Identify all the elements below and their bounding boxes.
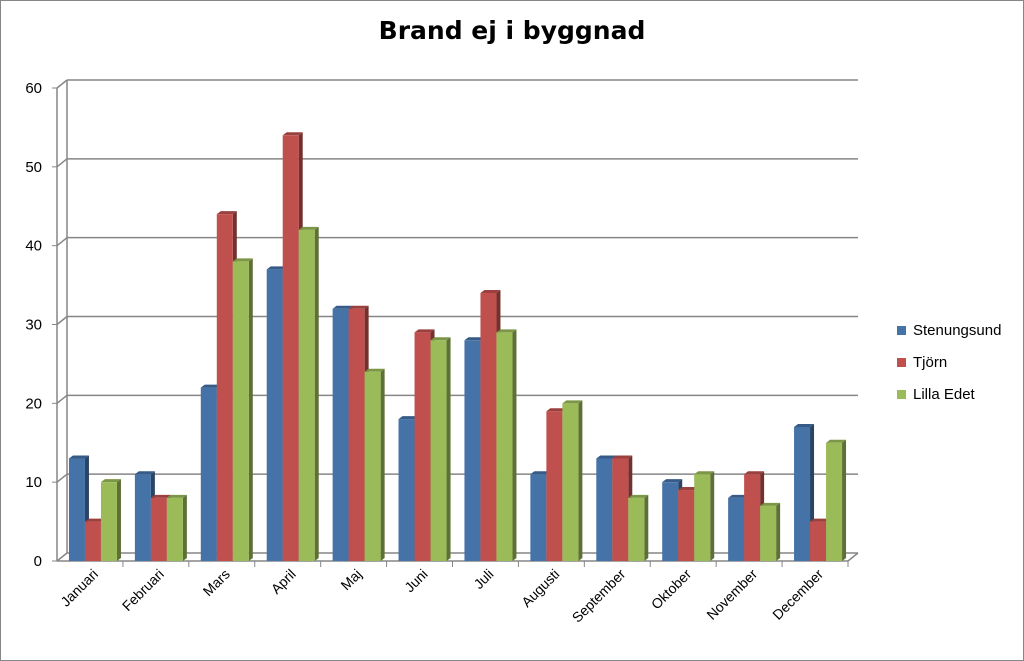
x-tick-label-1: Februari [119, 566, 167, 614]
y-tick-label-3: 30 [25, 317, 42, 334]
x-tick-label-10: November [703, 566, 760, 623]
x-tick-label-11: December [769, 566, 826, 623]
bar-lilla-edet-december [826, 439, 847, 561]
grid-diag-5 [56, 158, 68, 168]
bar-lilla-edet-februari [166, 494, 187, 561]
legend-label-lilla-edet: Lilla Edet [913, 385, 975, 403]
x-tick-label-5: Juni [401, 566, 430, 595]
bar-lilla-edet-juni [430, 337, 451, 561]
floor-right-edge [847, 552, 859, 562]
chart-title: Brand ej i byggnad [378, 16, 646, 45]
y-tick-label-1: 10 [25, 474, 42, 491]
x-tick-label-2: Mars [200, 566, 233, 599]
grid-diag-1 [56, 473, 68, 483]
legend-item-stenungsund: Stenungsund [897, 314, 1001, 346]
bar-lilla-edet-augusti [562, 400, 583, 561]
x-tick-label-0: Januari [57, 566, 101, 610]
x-tick-label-9: Oktober [648, 566, 695, 613]
bar-lilla-edet-januari [100, 479, 121, 561]
legend-item-lilla-edet: Lilla Edet [897, 378, 1001, 410]
grid-diag-3 [56, 315, 68, 326]
x-tick-label-4: Maj [337, 566, 364, 593]
x-tick-label-6: Juli [470, 566, 496, 592]
bar-lilla-edet-mars [232, 258, 253, 561]
legend-item-tjorn: Tjörn [897, 346, 1001, 378]
grid-diag-2 [56, 394, 68, 404]
bar-lilla-edet-november [760, 502, 781, 561]
x-tick-label-8: September [569, 566, 629, 626]
grid-diag-0 [56, 552, 68, 562]
y-tick-label-0: 0 [34, 553, 42, 570]
x-tick-label-3: April [268, 566, 299, 597]
legend-swatch-stenungsund [897, 325, 906, 335]
bar-lilla-edet-maj [364, 368, 385, 561]
bar-lilla-edet-oktober [694, 471, 715, 561]
grid-diag-4 [56, 237, 68, 247]
grid-diag-6 [56, 79, 68, 89]
legend: Stenungsund Tjörn Lilla Edet [897, 314, 1001, 410]
bar-lilla-edet-september [628, 494, 649, 561]
y-tick-label-4: 40 [25, 238, 42, 255]
x-tick-label-7: Augusti [518, 566, 562, 610]
legend-swatch-tjorn [897, 357, 906, 367]
y-tick-label-5: 50 [25, 159, 42, 176]
bar-lilla-edet-april [298, 226, 319, 561]
legend-label-stenungsund: Stenungsund [913, 321, 1002, 339]
y-tick-label-6: 60 [25, 80, 42, 97]
bar-lilla-edet-juli [496, 329, 517, 561]
legend-label-tjorn: Tjörn [913, 353, 948, 371]
y-tick-label-2: 20 [25, 395, 42, 412]
legend-swatch-lilla-edet [897, 389, 906, 399]
